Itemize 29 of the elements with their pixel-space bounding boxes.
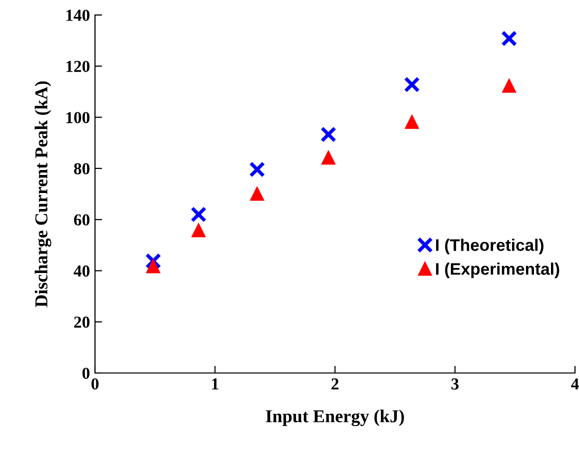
point (192, 223, 206, 238)
y-tick-label: 120 (66, 60, 90, 72)
x-axis-title: Input Energy (kJ) (266, 410, 404, 426)
legend-label: I (Experimental) (436, 262, 560, 278)
x-tick-label: 3 (451, 378, 459, 390)
y-tick-label: 40 (74, 265, 90, 277)
point (190, 206, 207, 222)
x-tick-label: 2 (332, 378, 338, 390)
point (502, 78, 516, 93)
point (404, 76, 420, 93)
point (249, 161, 266, 178)
x-tick-label: 1 (212, 378, 218, 390)
point (320, 126, 336, 142)
y-tick-label: 80 (74, 163, 90, 174)
point (145, 253, 162, 269)
point (501, 30, 518, 47)
legend-label: I (Theoretical) (436, 238, 544, 254)
x-tick-label: 4 (571, 378, 579, 390)
y-tick-label: 60 (74, 214, 90, 226)
point (321, 150, 336, 165)
y-tick-label: 0 (82, 368, 90, 379)
point (404, 114, 419, 129)
y-tick-label: 140 (66, 10, 90, 21)
y-tick-label: 20 (74, 316, 90, 328)
x-tick-label: 0 (91, 378, 99, 390)
point (146, 259, 160, 274)
point (250, 186, 264, 201)
y-axis-title: Discharge Current Peak (kA) (34, 81, 52, 308)
y-tick-label: 100 (66, 112, 90, 124)
